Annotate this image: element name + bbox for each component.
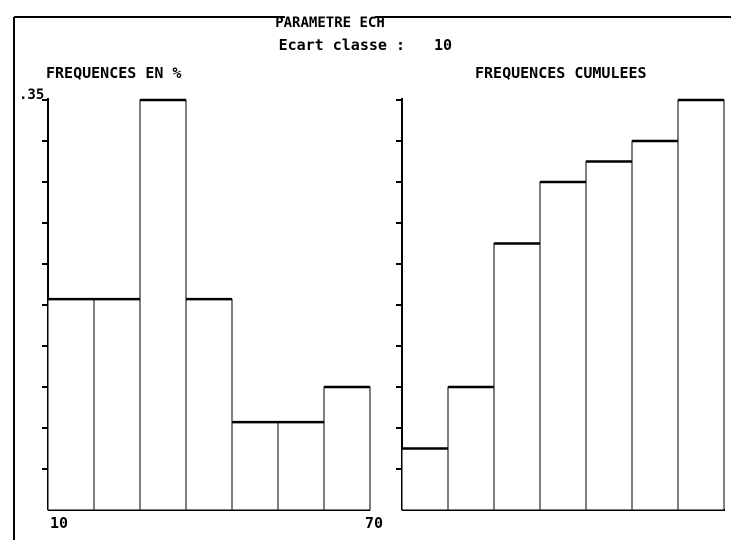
right-bar xyxy=(677,99,725,511)
left-bar xyxy=(231,421,279,511)
left-x-end-label: 70 xyxy=(365,514,383,532)
left-chart-title: FREQUENCES EN % xyxy=(46,64,181,82)
left-bar xyxy=(93,298,141,511)
right-bar xyxy=(631,140,679,511)
right-bar xyxy=(539,181,587,511)
right-bar xyxy=(447,386,495,511)
right-chart-title: FREQUENCES CUMULEES xyxy=(475,64,647,82)
left-bar xyxy=(185,298,233,511)
class-width-value: 10 xyxy=(434,36,452,54)
left-bar xyxy=(277,421,325,511)
left-bar xyxy=(47,298,95,511)
left-bar xyxy=(139,99,187,511)
class-width-label: Ecart classe : xyxy=(279,36,405,54)
right-bar xyxy=(401,448,449,511)
left-bar xyxy=(323,386,371,511)
right-bar xyxy=(493,243,541,511)
right-bar xyxy=(585,161,633,511)
page-title: PARAMETRE ECH xyxy=(275,15,385,31)
left-x-start-label: 10 xyxy=(50,514,68,532)
left-y-top-label: .35 xyxy=(19,87,44,103)
